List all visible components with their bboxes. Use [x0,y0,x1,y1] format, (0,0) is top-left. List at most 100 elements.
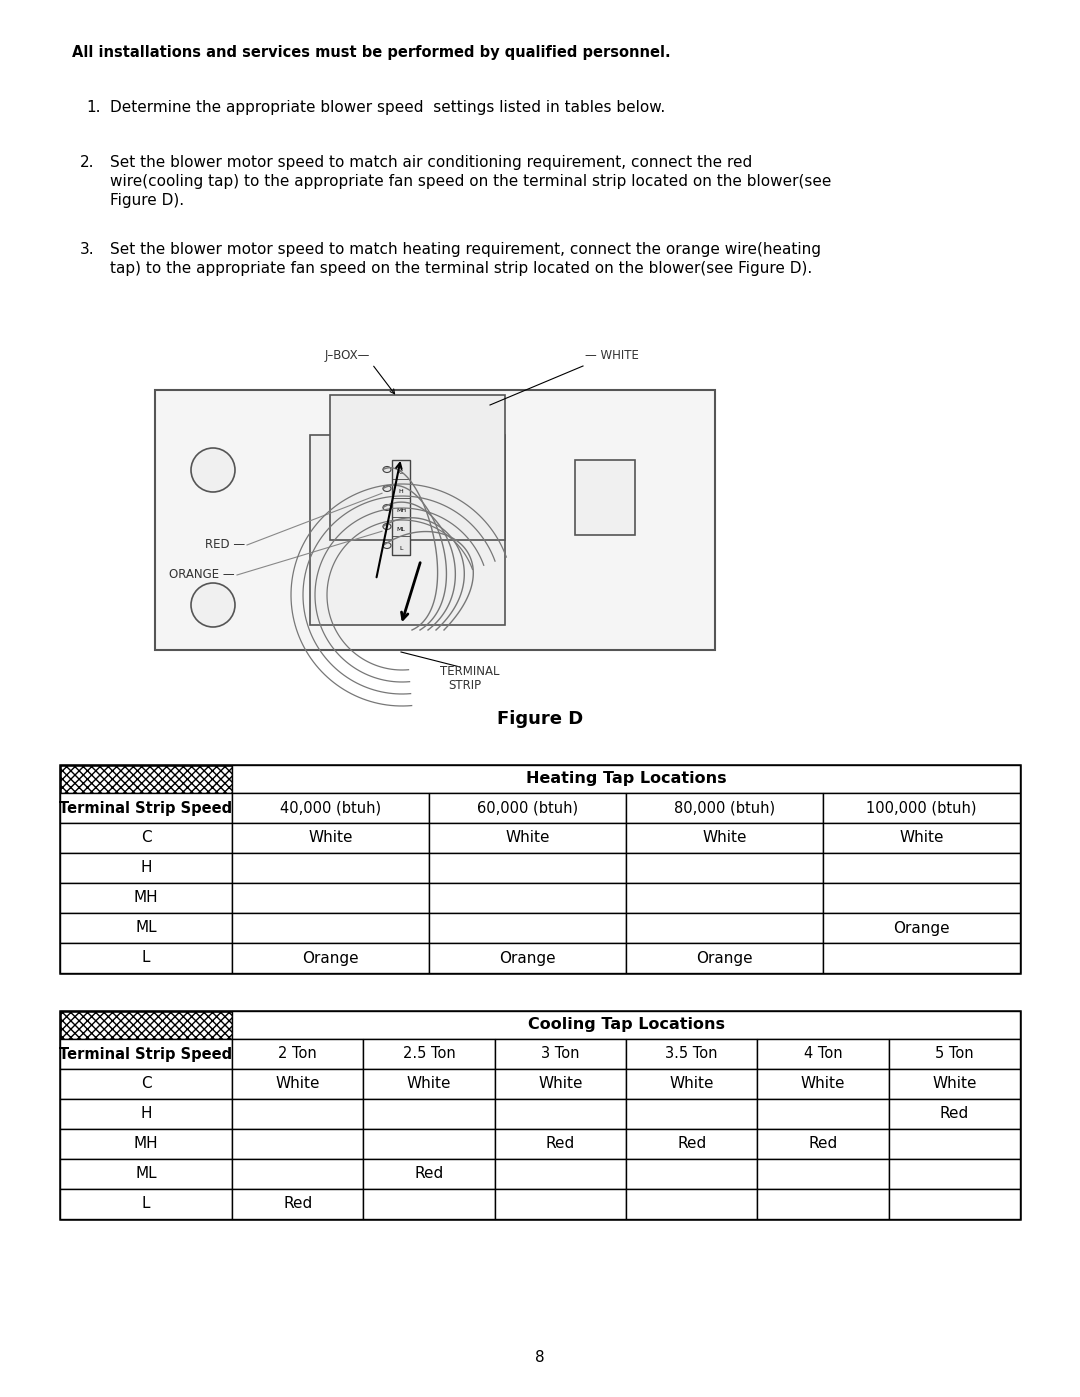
Bar [823,943,1020,972]
Text: J–BOX—: J–BOX— [325,349,370,362]
Bar [626,1099,757,1129]
Bar [429,854,626,883]
Text: H: H [140,1106,152,1122]
Bar [232,1099,363,1129]
Text: Set the blower motor speed to match air conditioning requirement, connect the re: Set the blower motor speed to match air … [110,155,753,170]
Bar [626,1160,757,1189]
Text: tap) to the appropriate fan speed on the terminal strip located on the blower(se: tap) to the appropriate fan speed on the… [110,261,812,277]
Text: Red: Red [677,1137,706,1151]
Bar [60,1039,232,1069]
Bar [823,914,1020,943]
Ellipse shape [383,486,391,492]
Text: MH: MH [134,890,159,905]
Text: Cooling Tap Locations: Cooling Tap Locations [527,1017,725,1032]
Bar [495,1099,626,1129]
Text: Set the blower motor speed to match heating requirement, connect the orange wire: Set the blower motor speed to match heat… [110,242,821,257]
Text: White: White [670,1077,714,1091]
Text: White: White [538,1077,582,1091]
Text: L: L [141,950,150,965]
Bar [310,434,505,624]
Text: L: L [400,546,403,550]
Bar [60,943,232,972]
Bar [60,1189,232,1220]
Bar [232,914,429,943]
Bar [429,793,626,823]
Bar [363,1099,495,1129]
Text: TERMINAL: TERMINAL [440,665,499,678]
Text: Red: Red [808,1137,838,1151]
Text: ML: ML [135,1166,157,1182]
Bar [495,1039,626,1069]
Text: 8: 8 [536,1351,544,1365]
Bar [757,1189,889,1220]
Bar [889,1039,1020,1069]
Text: White: White [702,830,746,845]
Bar [60,766,1020,972]
Text: 1.: 1. [86,101,100,115]
Text: White: White [900,830,944,845]
Bar [232,1189,363,1220]
Bar [889,1160,1020,1189]
Bar [626,943,823,972]
Bar [232,1129,363,1160]
Bar [889,1189,1020,1220]
Text: ML: ML [135,921,157,936]
Bar [60,1011,232,1039]
Text: All installations and services must be performed by qualified personnel.: All installations and services must be p… [72,45,671,60]
Bar [757,1160,889,1189]
Text: RED —: RED — [205,538,245,552]
Bar [889,1069,1020,1099]
Bar [626,823,823,854]
Bar [232,793,429,823]
Bar [392,460,410,555]
Bar [232,1039,363,1069]
Bar [60,1099,232,1129]
Bar [232,1011,1020,1039]
Text: 4 Ton: 4 Ton [804,1046,842,1062]
Bar [60,854,232,883]
Text: ORANGE —: ORANGE — [170,569,235,581]
Text: Orange: Orange [302,950,359,965]
Bar [429,943,626,972]
Text: Orange: Orange [499,950,556,965]
Text: STRIP: STRIP [448,679,481,692]
Text: Red: Red [415,1166,444,1182]
Bar [429,914,626,943]
Text: 5 Ton: 5 Ton [935,1046,974,1062]
Text: 2.: 2. [80,155,95,170]
Bar [626,914,823,943]
Text: 3.: 3. [80,242,95,257]
Text: White: White [308,830,353,845]
Text: White: White [407,1077,451,1091]
Ellipse shape [383,467,391,472]
Text: 2.5 Ton: 2.5 Ton [403,1046,456,1062]
Bar [757,1069,889,1099]
Text: — WHITE: — WHITE [585,349,639,362]
Bar [626,793,823,823]
Bar [60,1011,1020,1220]
Ellipse shape [383,504,391,510]
Bar [232,943,429,972]
Bar [60,1160,232,1189]
Text: Terminal Strip Speed: Terminal Strip Speed [59,1046,232,1062]
Bar [495,1129,626,1160]
Text: White: White [275,1077,320,1091]
Text: 2 Ton: 2 Ton [279,1046,318,1062]
Text: Figure D).: Figure D). [110,193,184,208]
Bar [889,1129,1020,1160]
Text: 100,000 (btuh): 100,000 (btuh) [866,800,976,816]
Bar [60,914,232,943]
Bar [626,883,823,914]
Bar [823,854,1020,883]
Text: Terminal Strip Speed: Terminal Strip Speed [59,800,232,816]
Bar [363,1189,495,1220]
Text: L: L [141,1196,150,1211]
Text: C: C [140,830,151,845]
Bar [626,854,823,883]
Bar [60,793,232,823]
Text: Orange: Orange [893,921,949,936]
Circle shape [191,448,235,492]
Text: H: H [399,489,403,495]
Text: Red: Red [283,1196,312,1211]
Text: Heating Tap Locations: Heating Tap Locations [526,771,727,787]
